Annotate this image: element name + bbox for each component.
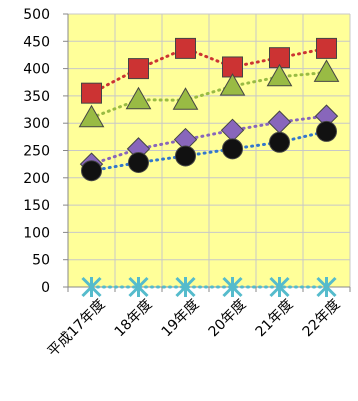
data-point bbox=[81, 160, 102, 182]
y-tick-labels: 0 50 100 150 200 250 300 350 400 450 500 bbox=[23, 7, 50, 296]
y-tick-label: 400 bbox=[23, 62, 50, 78]
data-point bbox=[175, 276, 196, 298]
x-tick-labels: 平成17年度 18年度 19年度 20年度 21年度 22年度 bbox=[45, 297, 344, 361]
data-point bbox=[78, 104, 105, 128]
data-point bbox=[175, 145, 196, 167]
data-point bbox=[219, 73, 246, 96]
y-tick-label: 350 bbox=[23, 89, 50, 105]
data-point bbox=[172, 87, 199, 110]
data-point bbox=[81, 276, 102, 298]
data-point bbox=[316, 276, 337, 298]
data-point bbox=[125, 86, 152, 110]
data-point bbox=[269, 276, 290, 298]
y-tick-label: 450 bbox=[23, 34, 50, 50]
data-point bbox=[313, 59, 340, 82]
series-2 bbox=[78, 59, 340, 128]
data-point bbox=[222, 138, 243, 160]
data-point bbox=[316, 120, 337, 142]
data-point bbox=[316, 37, 337, 59]
y-tick-label: 150 bbox=[23, 198, 50, 214]
series-group bbox=[78, 37, 340, 298]
data-point bbox=[175, 37, 196, 59]
data-point bbox=[81, 82, 102, 104]
grid-lines bbox=[67, 13, 351, 288]
y-tick-label: 50 bbox=[32, 253, 50, 269]
data-point bbox=[269, 131, 290, 153]
data-point bbox=[128, 152, 149, 174]
x-tick-label: 21年度 bbox=[253, 297, 297, 341]
y-tick-label: 500 bbox=[23, 7, 50, 23]
x-tick-label: 20年度 bbox=[206, 297, 250, 341]
series-5 bbox=[81, 276, 337, 298]
y-tick-label: 300 bbox=[23, 116, 50, 132]
x-tick-label: 平成17年度 bbox=[45, 297, 109, 361]
data-point bbox=[222, 276, 243, 298]
data-point bbox=[266, 63, 293, 87]
x-tick-label: 22年度 bbox=[300, 297, 344, 341]
x-tick-label: 19年度 bbox=[159, 297, 203, 341]
x-tick-label: 18年度 bbox=[112, 297, 156, 341]
y-tick-label: 200 bbox=[23, 171, 50, 187]
series-4 bbox=[81, 120, 337, 182]
y-tick-label: 250 bbox=[23, 144, 50, 160]
data-point bbox=[128, 58, 149, 80]
y-tick-label: 0 bbox=[41, 280, 50, 296]
y-tick-label: 100 bbox=[23, 225, 50, 241]
series-1 bbox=[81, 37, 337, 104]
data-point bbox=[128, 276, 149, 298]
